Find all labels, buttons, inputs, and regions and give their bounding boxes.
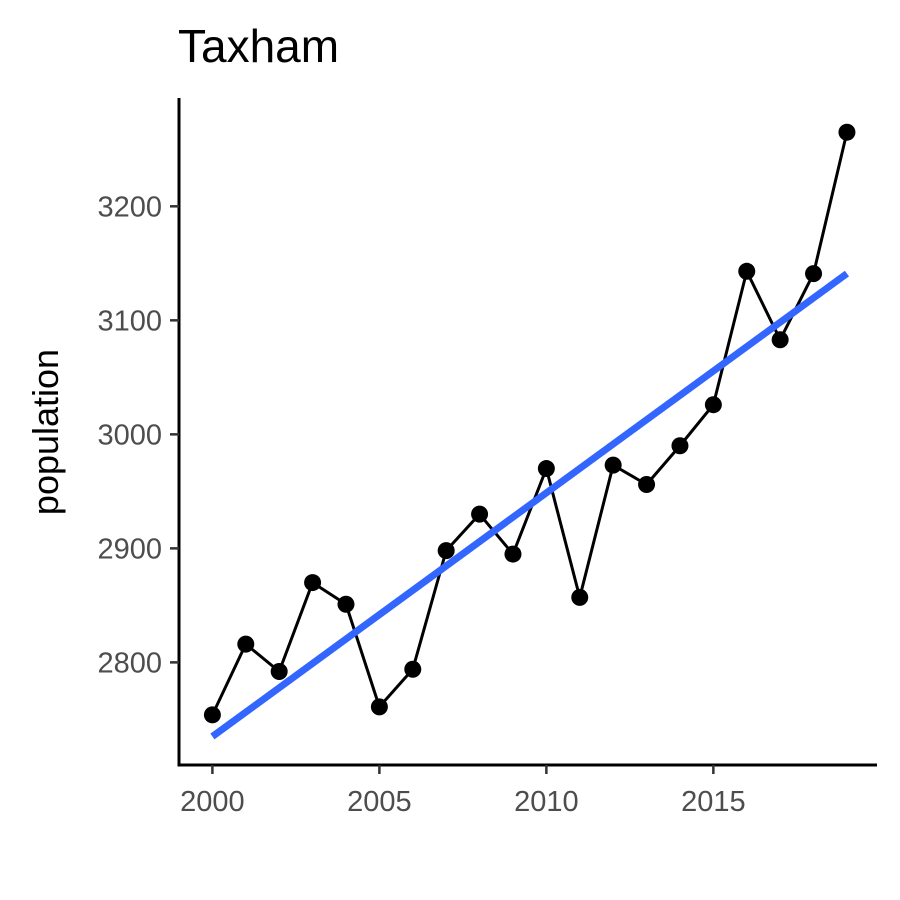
x-tick-label: 2000 xyxy=(180,786,245,818)
data-point xyxy=(237,635,255,653)
data-point xyxy=(270,663,288,681)
data-point xyxy=(537,460,555,478)
series-line xyxy=(211,131,849,716)
data-point xyxy=(838,123,856,141)
data-point xyxy=(304,574,322,592)
data-point xyxy=(604,456,622,474)
y-axis: 2800 2900 3000 3100 3200 xyxy=(97,98,181,767)
trend-line xyxy=(210,270,850,740)
data-point xyxy=(638,476,656,494)
x-tick-label: 2010 xyxy=(514,786,579,818)
y-tick-label: 3100 xyxy=(97,305,162,337)
series-points xyxy=(203,123,856,724)
y-tick-label: 2900 xyxy=(97,533,162,565)
data-point xyxy=(203,706,221,724)
data-point xyxy=(370,698,388,716)
series-group xyxy=(211,131,849,716)
x-tick-label: 2015 xyxy=(681,786,746,818)
data-point xyxy=(738,262,756,280)
data-point xyxy=(404,660,422,678)
x-axis: 2000 2005 2010 2015 xyxy=(177,763,877,818)
y-axis-title: population xyxy=(25,349,66,515)
data-point xyxy=(771,331,789,349)
data-point xyxy=(437,542,455,560)
data-point xyxy=(471,505,489,523)
y-tick-label: 3200 xyxy=(97,191,162,223)
y-tick-label: 3000 xyxy=(97,419,162,451)
data-point xyxy=(337,595,355,613)
trend-line-group xyxy=(210,270,850,740)
data-point xyxy=(704,396,722,414)
y-tick-label: 2800 xyxy=(97,647,162,679)
data-point xyxy=(805,265,823,283)
chart-title: Taxham xyxy=(178,20,339,72)
x-tick-label: 2005 xyxy=(347,786,412,818)
data-point xyxy=(504,545,522,563)
data-point xyxy=(571,588,589,606)
data-point xyxy=(671,437,689,455)
